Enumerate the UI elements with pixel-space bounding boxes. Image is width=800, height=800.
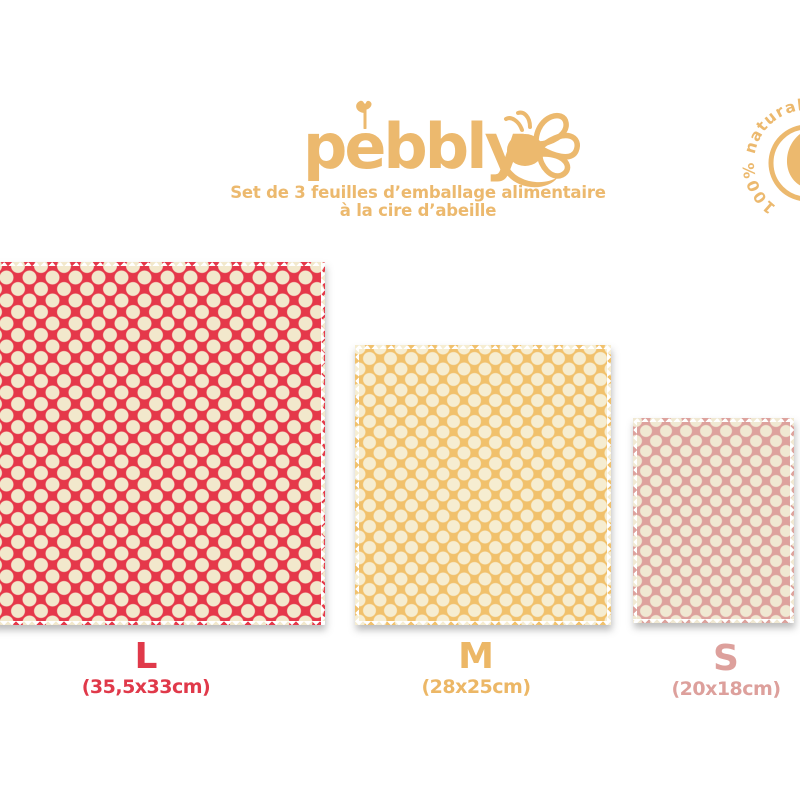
product-subtitle: Set de 3 feuilles d’emballage alimentair… [18,184,800,220]
sprout-icon [356,100,372,129]
fabric-swatch-small [633,418,794,623]
leaf-icon [787,134,800,186]
badge-circle [768,125,800,201]
pinked-edge [0,621,325,625]
size-dimensions: (20x18cm) [671,678,781,700]
pinked-edge [633,418,794,422]
subtitle-line1: Set de 3 feuilles d’emballage alimentair… [230,183,606,202]
brand-text: pebbly [303,110,525,183]
size-dimensions: (28x25cm) [421,676,531,698]
fabric-swatch-medium [355,345,611,625]
size-letter: S [713,638,739,679]
pinked-edge [355,621,611,625]
size-label-large: L (35,5x33cm) [36,636,256,698]
size-label-small: S (20x18cm) [616,638,800,700]
fabric-swatch-large [0,262,325,625]
bee-icon [504,110,580,188]
brand-wordmark: pebbly [303,100,525,178]
pinked-edge [607,345,611,625]
size-label-medium: M (28x25cm) [366,636,586,698]
pinked-edge [0,262,325,266]
pinked-edge [355,345,359,625]
subtitle-line2: à la cire d’abeille [339,201,497,220]
pinked-edge [321,262,325,625]
pinked-edge [355,345,611,349]
size-dimensions: (35,5x33cm) [81,676,211,698]
pinked-edge [633,418,637,623]
natural-badge: 100% natural [739,96,800,217]
pinked-edge [790,418,794,623]
size-letter: L [134,636,158,677]
size-letter: M [458,636,494,677]
pinked-edge [633,619,794,623]
